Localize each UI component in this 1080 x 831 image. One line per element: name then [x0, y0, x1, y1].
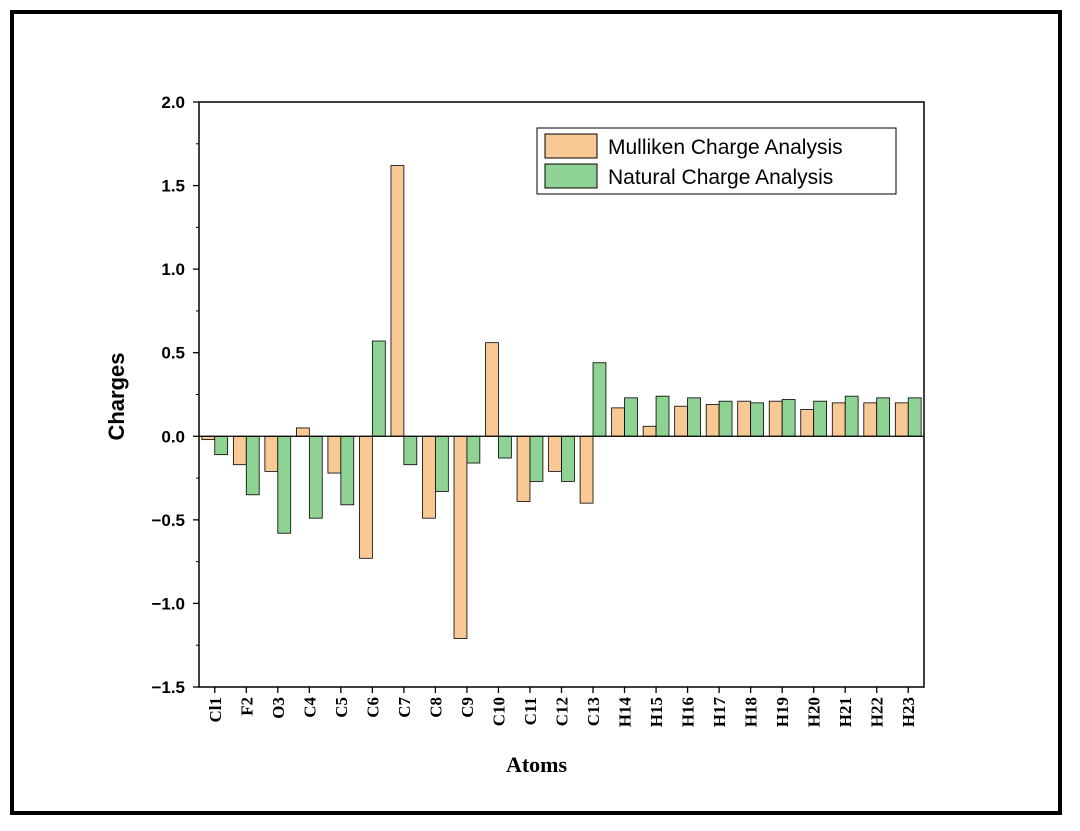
- bar-mulliken-h15: [642, 425, 657, 437]
- y-tick-label: 2.0: [161, 93, 185, 112]
- bar-mulliken-c13: [579, 435, 594, 504]
- bar-mulliken-h23: [894, 402, 909, 437]
- bar-natural-cl1: [214, 435, 229, 456]
- x-tick-label-f2: F2: [237, 697, 256, 716]
- bar-natural-h23: [907, 397, 922, 437]
- bar-mulliken-c12: [548, 435, 562, 472]
- bar-natural-c8: [435, 435, 449, 492]
- x-tick-label-h20: H20: [805, 697, 824, 727]
- x-tick-label-h22: H22: [868, 697, 887, 727]
- bar-mulliken-h14: [611, 407, 625, 437]
- bar-mulliken-h19: [768, 400, 783, 437]
- bar-natural-h18: [750, 402, 764, 437]
- y-tick-label: −1.0: [151, 594, 185, 613]
- bar-natural-h14: [624, 397, 638, 437]
- x-tick-label-c12: C12: [553, 697, 572, 726]
- bar-mulliken-c8: [422, 435, 436, 519]
- x-tick-label-cl1: Cl1: [206, 697, 225, 723]
- x-tick-label-c6: C6: [363, 697, 382, 718]
- bar-mulliken-c11: [516, 435, 531, 502]
- bar-natural-o3: [277, 435, 292, 534]
- bar-natural-c6: [371, 340, 386, 437]
- bar-mulliken-c9: [453, 435, 468, 639]
- bar-natural-c10: [498, 435, 512, 459]
- y-tick-label: 1.0: [161, 260, 185, 279]
- x-tick-label-c10: C10: [489, 697, 508, 726]
- x-tick-label-c5: C5: [332, 697, 351, 718]
- bar-mulliken-h22: [863, 402, 878, 437]
- y-tick-label: −0.5: [151, 511, 185, 530]
- x-tick-label-h14: H14: [616, 697, 635, 728]
- bar-mulliken-h16: [674, 405, 688, 437]
- x-tick-label-h15: H15: [647, 697, 666, 727]
- bar-mulliken-c6: [359, 435, 373, 559]
- bar-natural-c5: [340, 435, 355, 506]
- legend-label-natural: Natural Charge Analysis: [608, 166, 833, 189]
- x-tick-label-c13: C13: [584, 697, 603, 726]
- x-tick-label-c4: C4: [300, 697, 319, 718]
- x-tick-label-o3: O3: [269, 697, 288, 719]
- y-axis-label: Charges: [104, 352, 129, 440]
- x-tick-label-h23: H23: [899, 697, 918, 727]
- bar-mulliken-h21: [831, 402, 846, 437]
- legend: Mulliken Charge Analysis Natural Charge …: [536, 127, 897, 195]
- bar-natural-c9: [466, 435, 481, 464]
- bar-natural-c13: [592, 362, 607, 437]
- bar-natural-h19: [781, 399, 796, 437]
- x-tick-label-h21: H21: [836, 697, 855, 727]
- figure-border: [10, 10, 1062, 815]
- x-tick-label-c8: C8: [426, 697, 445, 718]
- bar-mulliken-c5: [327, 435, 342, 474]
- y-tick-label: −1.5: [151, 678, 185, 697]
- bar-natural-h15: [655, 395, 670, 437]
- x-axis: Cl1 F2 O3 C4 C5 C6 C7 C8 C9 C10 C11 C12 C13 H14 H15 H16…: [206, 687, 918, 727]
- bar-natural-c7: [403, 435, 418, 466]
- bar-natural-f2: [245, 435, 260, 496]
- legend-label-mulliken: Mulliken Charge Analysis: [608, 136, 843, 159]
- x-tick-label-h18: H18: [742, 697, 761, 727]
- bar-mulliken-h20: [800, 409, 815, 437]
- bar-natural-h16: [687, 397, 701, 437]
- bar-mulliken-c4: [295, 427, 310, 437]
- bar-natural-h22: [876, 397, 891, 437]
- bar-natural-h21: [844, 395, 859, 437]
- x-tick-label-c9: C9: [458, 697, 477, 718]
- bar-mulliken-f2: [232, 435, 247, 466]
- bar-mulliken-c7: [390, 165, 405, 437]
- legend-swatch-mulliken: [544, 133, 598, 159]
- bar-natural-c11: [529, 435, 544, 482]
- x-tick-label-c7: C7: [395, 697, 414, 718]
- legend-swatch-natural: [544, 163, 598, 189]
- bars-layer: [201, 165, 922, 639]
- x-tick-label-c11: C11: [521, 697, 540, 725]
- x-tick-label-h17: H17: [710, 697, 729, 728]
- bar-mulliken-c10: [485, 342, 499, 437]
- y-tick-label: 1.5: [161, 177, 185, 196]
- bar-natural-h20: [813, 400, 827, 437]
- bar-natural-h17: [718, 400, 733, 437]
- x-tick-label-h19: H19: [773, 697, 792, 727]
- bar-natural-c12: [561, 435, 575, 482]
- y-tick-label: 0.5: [161, 344, 185, 363]
- bar-mulliken-h18: [737, 400, 752, 437]
- y-tick-label: 0.0: [161, 427, 185, 446]
- x-tick-label-h16: H16: [679, 697, 698, 727]
- bar-natural-c4: [308, 435, 323, 519]
- bar-mulliken-o3: [264, 435, 279, 472]
- y-axis: 2.0 1.5 1.0 0.5 0.0 −0.5 −1.0 −1.5: [151, 93, 199, 697]
- x-axis-label: Atoms: [506, 752, 568, 777]
- bar-mulliken-h17: [705, 404, 720, 437]
